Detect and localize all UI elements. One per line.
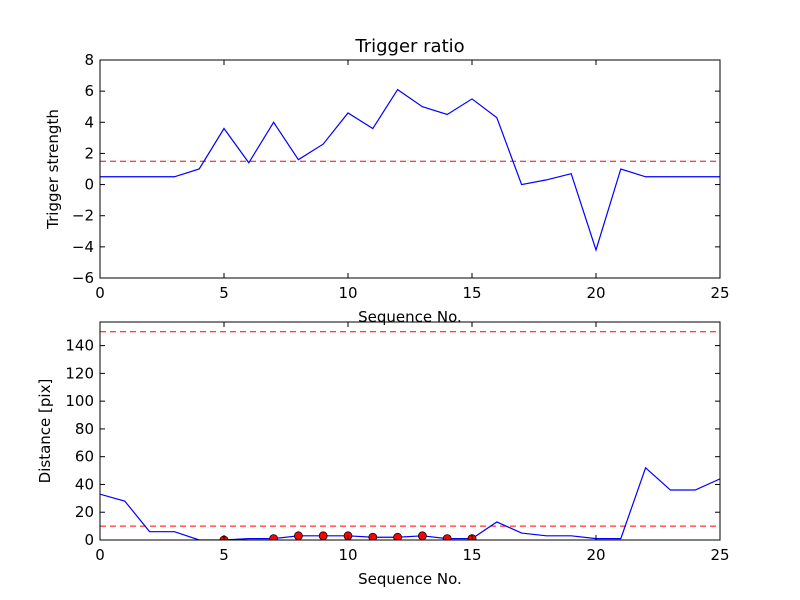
distance-y-tick-label: 0 xyxy=(84,531,94,549)
trigger-ticks: 0 5 10 15 20 25 −6 −4 −2 0 2 4 6 8 xyxy=(72,51,730,302)
trigger-y-tick-label: 8 xyxy=(84,51,94,69)
distance-marker-point xyxy=(393,532,402,540)
distance-y-tick-label: 80 xyxy=(75,420,94,438)
trigger-y-axis-label: Trigger strength xyxy=(44,109,62,230)
distance-y-tick-label: 100 xyxy=(65,392,94,410)
chart-title: Trigger ratio xyxy=(354,36,464,57)
distance-x-tick-label: 0 xyxy=(95,546,105,564)
distance-ticks: 0 5 10 15 20 25 0 20 40 60 80 100 120 140 xyxy=(65,322,730,564)
trigger-x-tick-label: 20 xyxy=(586,284,605,302)
trigger-x-tick-label: 10 xyxy=(338,284,357,302)
trigger-x-tick-label: 0 xyxy=(95,284,105,302)
distance-x-tick-label: 5 xyxy=(219,546,229,564)
distance-y-tick-label: 120 xyxy=(65,364,94,382)
distance-axes-frame xyxy=(99,321,721,541)
distance-marker-point xyxy=(294,531,303,540)
distance-marker-point xyxy=(418,531,427,540)
distance-y-tick-label: 40 xyxy=(75,475,94,493)
distance-series-line xyxy=(100,466,720,540)
trigger-y-tick-label: 2 xyxy=(84,144,94,162)
distance-x-tick-label: 10 xyxy=(338,546,357,564)
trigger-x-tick-label: 25 xyxy=(710,284,729,302)
trigger-axes-frame xyxy=(99,59,721,279)
distance-marker-point xyxy=(269,534,278,540)
distance-marker-point xyxy=(442,534,452,540)
distance-chart: 0 5 10 15 20 25 0 20 40 60 80 100 120 140 Sequence No… xyxy=(36,321,730,588)
trigger-y-tick-label: 6 xyxy=(84,82,94,100)
trigger-y-tick-label: −4 xyxy=(72,238,94,256)
trigger-ratio-chart: 0 5 10 15 20 25 −6 −4 −2 0 2 4 6 8 Trigger ratio Sequ… xyxy=(44,36,730,326)
distance-y-axis-label: Distance [pix] xyxy=(36,379,54,484)
distance-x-tick-label: 15 xyxy=(462,546,481,564)
distance-x-tick-label: 20 xyxy=(586,546,605,564)
distance-x-tick-label: 25 xyxy=(710,546,729,564)
trigger-plot-area xyxy=(100,88,720,252)
trigger-y-tick-label: 4 xyxy=(84,113,94,131)
trigger-y-tick-label: −6 xyxy=(72,269,94,287)
distance-y-tick-label: 60 xyxy=(75,448,94,466)
distance-y-tick-label: 140 xyxy=(65,337,94,355)
distance-marker-point xyxy=(318,531,328,540)
trigger-series-line xyxy=(100,88,720,252)
distance-y-tick-label: 20 xyxy=(75,503,94,521)
trigger-x-tick-label: 15 xyxy=(462,284,481,302)
trigger-y-tick-label: −2 xyxy=(72,207,94,225)
distance-x-axis-label: Sequence No. xyxy=(358,570,462,588)
distance-marker-point xyxy=(368,532,378,540)
trigger-y-tick-label: 0 xyxy=(84,176,94,194)
trigger-x-tick-label: 5 xyxy=(219,284,229,302)
trigger-x-axis-label: Sequence No. xyxy=(358,308,462,326)
